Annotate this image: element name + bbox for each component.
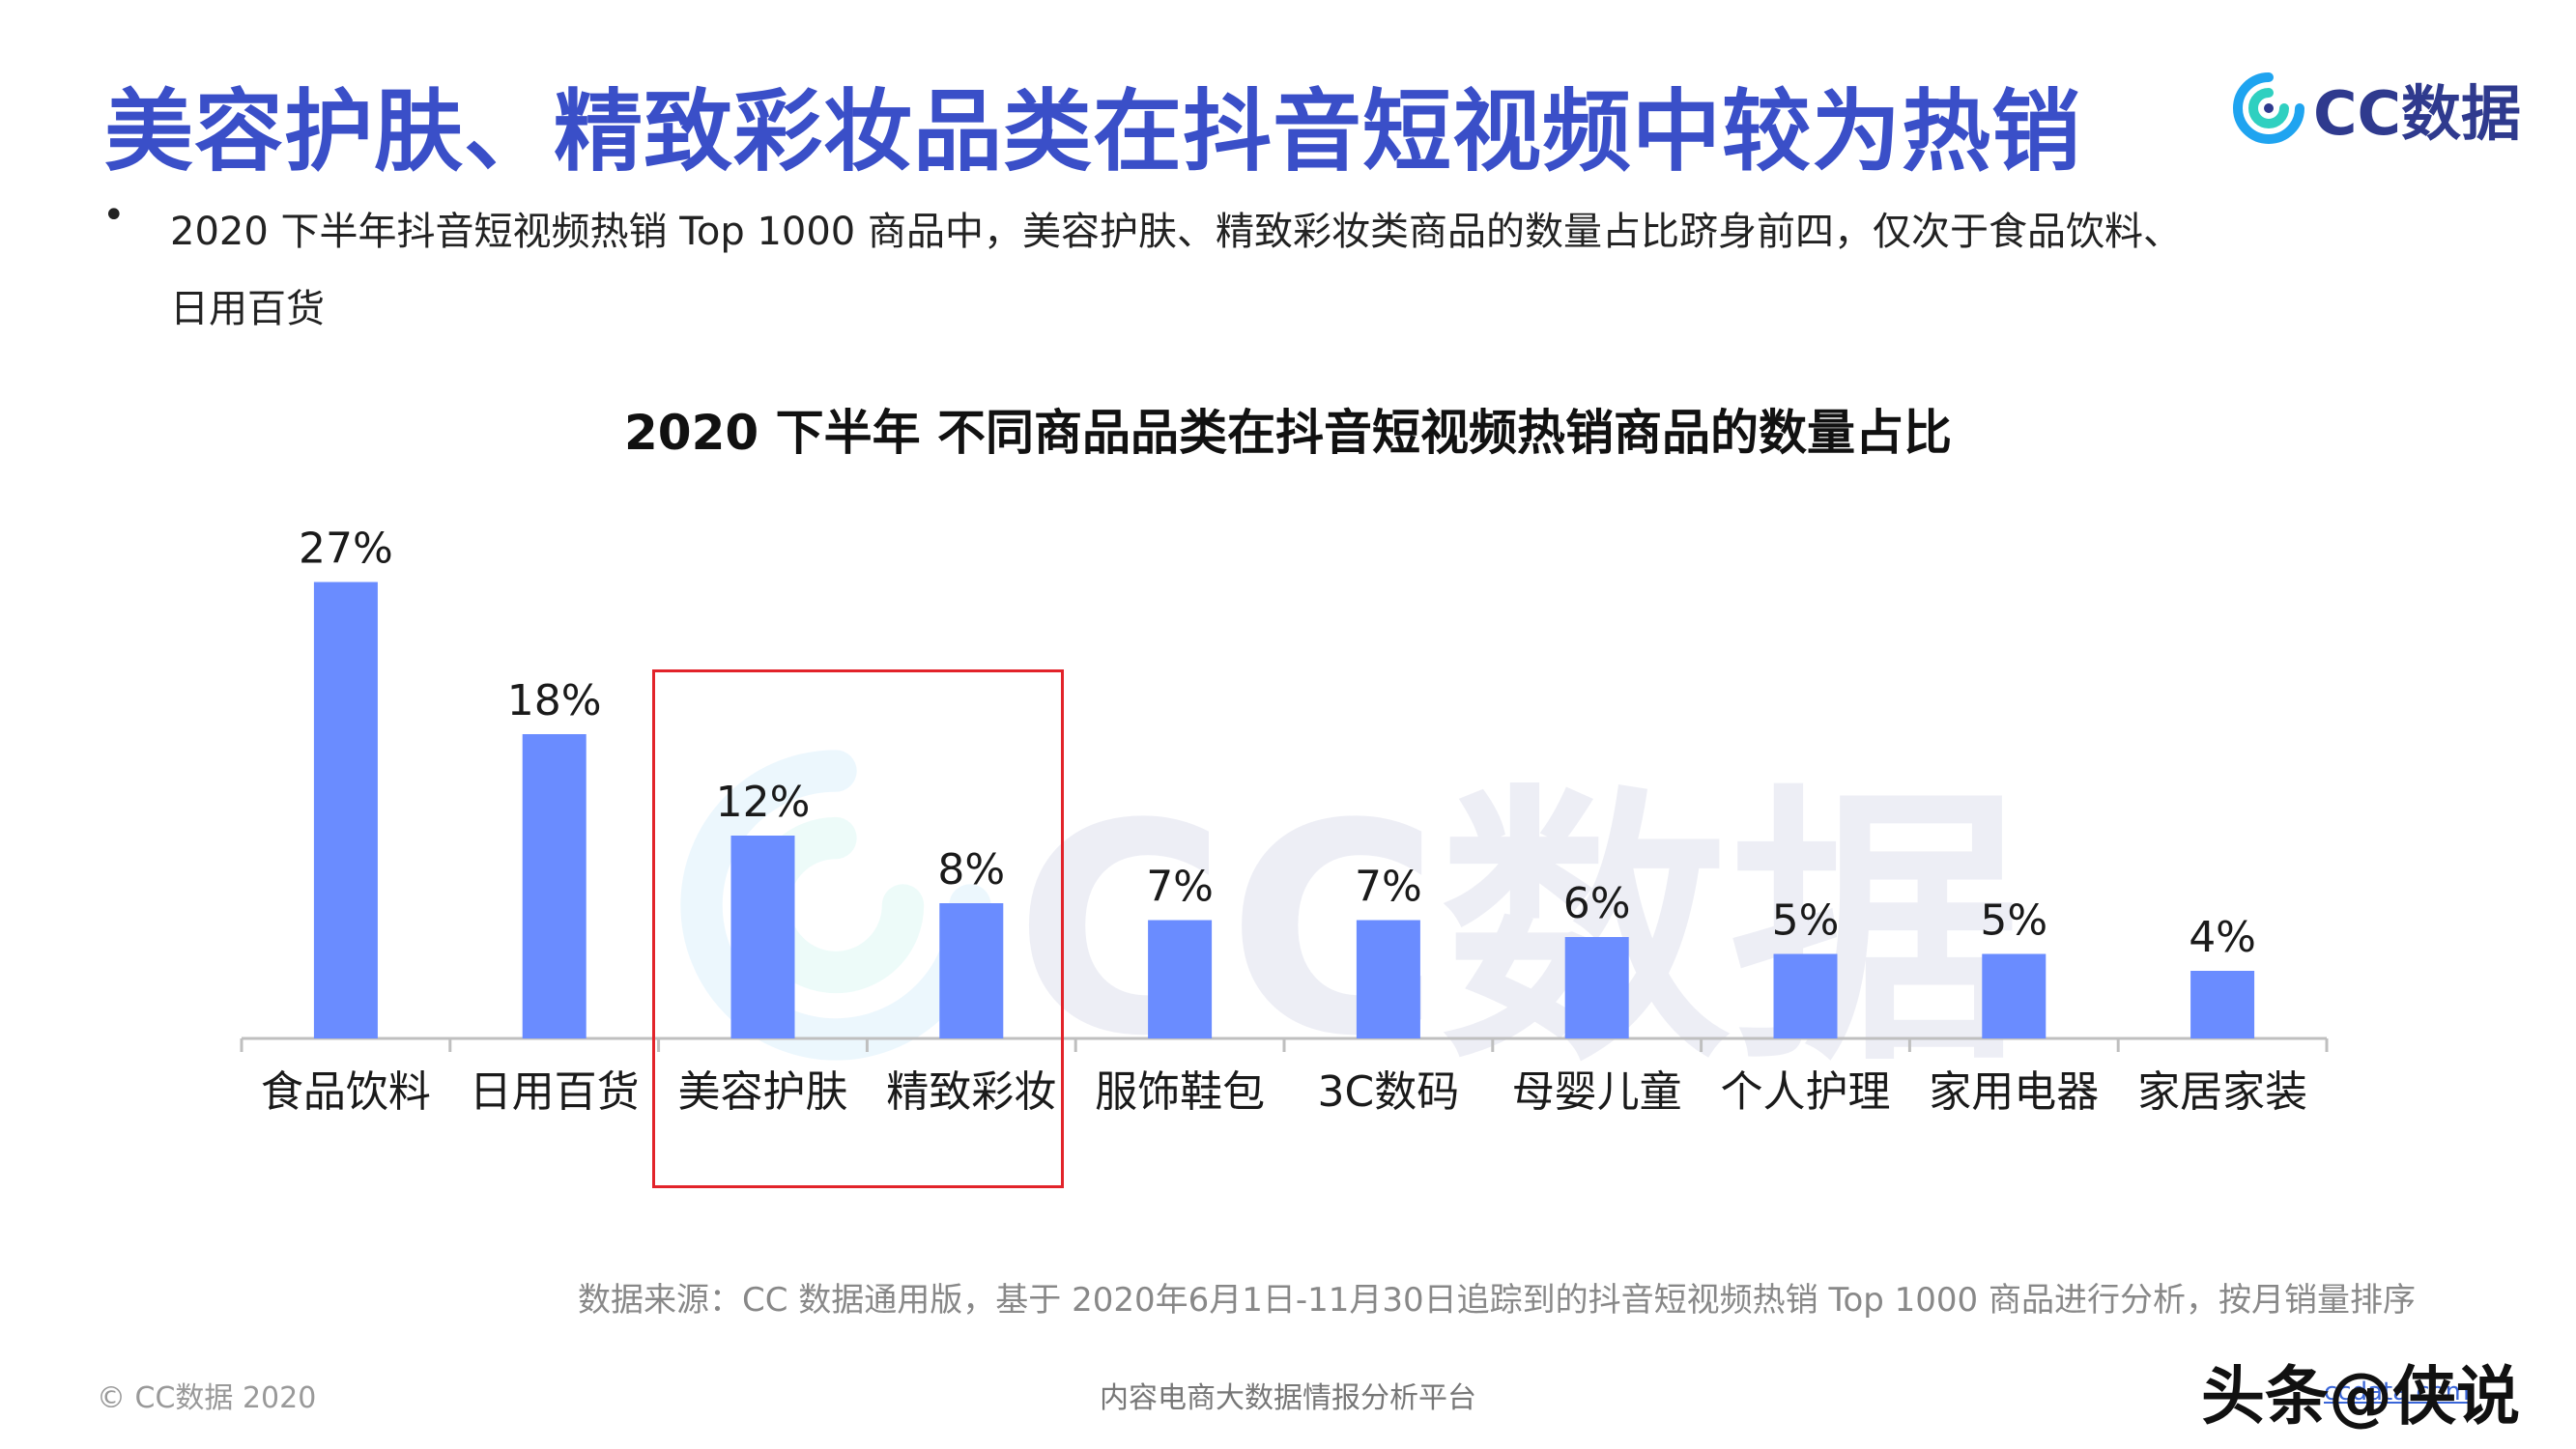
data-source-note: 数据来源：CC 数据通用版，基于 2020年6月1日-11月30日追踪到的抖音短… xyxy=(577,1281,2416,1320)
category-label-1: 食品饮料 xyxy=(261,1067,431,1117)
website-link[interactable]: ccdata.com xyxy=(2324,1378,2470,1406)
data-label-10: 4% xyxy=(2189,913,2256,962)
category-label-2: 日用百货 xyxy=(470,1067,640,1117)
bar-5 xyxy=(1148,920,1213,1038)
toutiao-watermark: 头条@侠说 xyxy=(2201,1359,2520,1434)
logo-text: CC数据 xyxy=(2313,78,2522,149)
data-label-3: 12% xyxy=(716,778,811,827)
bar-8 xyxy=(1773,953,1838,1038)
category-label-9: 家用电器 xyxy=(1929,1067,2099,1117)
copyright: © CC数据 2020 xyxy=(97,1381,317,1415)
data-label-9: 5% xyxy=(1980,896,2047,946)
bar-10 xyxy=(2190,971,2255,1038)
category-label-5: 服饰鞋包 xyxy=(1095,1067,1265,1117)
data-label-5: 7% xyxy=(1146,863,1214,912)
data-label-1: 27% xyxy=(299,525,393,574)
summary-text: 2020 下半年抖音短视频热销 Top 1000 商品中，美容护肤、精致彩妆类商… xyxy=(170,193,2528,348)
bar-2 xyxy=(522,734,587,1038)
bullet-dot-icon: • xyxy=(102,193,126,238)
data-label-6: 7% xyxy=(1355,863,1422,912)
data-label-7: 6% xyxy=(1563,879,1631,928)
platform-tagline: 内容电商大数据情报分析平台 xyxy=(1100,1381,1476,1415)
data-label-4: 8% xyxy=(937,845,1005,895)
category-label-6: 3C数码 xyxy=(1318,1067,1460,1117)
brand-logo: CC数据 xyxy=(2232,70,2521,149)
data-label-8: 5% xyxy=(1772,896,1840,946)
category-label-8: 个人护理 xyxy=(1721,1067,1891,1117)
data-label-2: 18% xyxy=(507,676,602,725)
bar-9 xyxy=(1982,953,2046,1038)
category-label-7: 母婴儿童 xyxy=(1512,1067,1682,1117)
chart-title: 2020 下半年 不同商品品类在抖音短视频热销商品的数量占比 xyxy=(624,405,1952,461)
bar-7 xyxy=(1564,937,1629,1038)
bar-6 xyxy=(1356,920,1420,1038)
bar-4 xyxy=(939,903,1004,1038)
category-label-10: 家居家装 xyxy=(2137,1067,2307,1117)
category-label-3: 美容护肤 xyxy=(678,1067,848,1117)
category-label-4: 精致彩妆 xyxy=(886,1067,1056,1117)
summary-line-2: 日用百货 xyxy=(170,287,325,331)
bar-3 xyxy=(730,836,795,1038)
cc-logo-icon xyxy=(2233,72,2304,144)
page-title: 美容护肤、精致彩妆品类在抖音短视频中较为热销 xyxy=(104,80,2082,184)
bar-1 xyxy=(313,582,378,1038)
summary-line-1: 2020 下半年抖音短视频热销 Top 1000 商品中，美容护肤、精致彩妆类商… xyxy=(170,210,2182,254)
highlight-box xyxy=(652,669,1064,1188)
